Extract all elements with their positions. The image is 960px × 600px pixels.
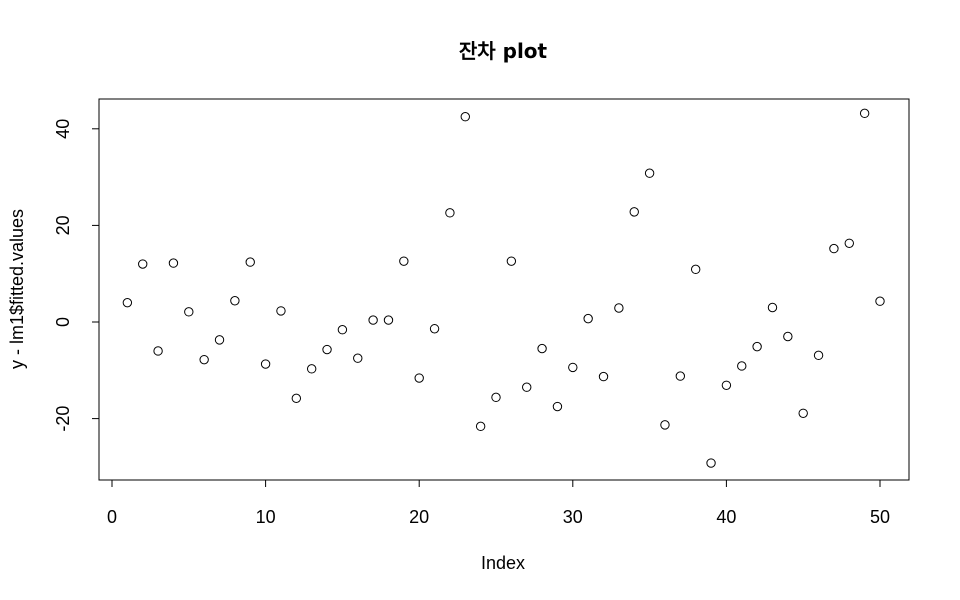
- data-point: [245, 257, 255, 267]
- data-point: [767, 302, 778, 313]
- data-point: [138, 259, 148, 269]
- data-point: [276, 306, 286, 316]
- data-point: [475, 421, 486, 432]
- data-point: [445, 208, 455, 218]
- chart-title: 잔차 plot: [459, 39, 548, 63]
- data-point: [721, 380, 732, 390]
- data-point: [337, 325, 348, 335]
- data-point: [859, 108, 870, 119]
- data-point: [783, 331, 793, 342]
- x-tick-label: 20: [409, 507, 429, 527]
- data-point: [199, 354, 209, 365]
- data-point: [829, 243, 839, 254]
- data-point: [644, 168, 655, 178]
- y-axis: -20 0 20 40: [53, 119, 100, 432]
- data-point: [737, 361, 747, 371]
- x-tick-label: 50: [870, 507, 890, 527]
- x-tick-label: 0: [107, 507, 117, 527]
- data-point: [368, 315, 378, 325]
- y-tick-label: 20: [53, 215, 73, 235]
- x-tick-label: 10: [256, 507, 276, 527]
- data-point: [706, 458, 716, 468]
- data-point: [153, 346, 163, 356]
- data-points: [122, 108, 885, 468]
- data-point: [460, 112, 470, 122]
- data-point: [752, 341, 762, 352]
- y-tick-label: -20: [53, 406, 73, 432]
- x-tick-label: 30: [563, 507, 583, 527]
- data-point: [660, 420, 670, 430]
- data-point: [675, 371, 686, 381]
- x-axis-label: Index: [481, 553, 525, 573]
- data-point: [629, 207, 639, 217]
- data-point: [537, 343, 547, 354]
- data-point: [214, 335, 225, 345]
- data-point: [583, 313, 593, 324]
- data-point: [614, 303, 624, 313]
- data-point: [506, 256, 517, 266]
- data-point: [306, 364, 317, 374]
- data-point: [230, 296, 240, 306]
- data-point: [122, 297, 133, 308]
- data-point: [552, 401, 563, 412]
- data-point: [414, 373, 424, 383]
- data-point: [168, 258, 179, 268]
- data-point: [522, 382, 532, 392]
- y-tick-label: 0: [53, 317, 73, 327]
- data-point: [598, 371, 609, 382]
- y-tick-label: 40: [53, 119, 73, 139]
- data-point: [291, 393, 302, 404]
- x-axis: 0 10 20 30 40 50: [107, 479, 890, 527]
- x-tick-label: 40: [716, 507, 736, 527]
- data-point: [429, 324, 440, 334]
- data-point: [491, 392, 501, 403]
- plot-frame: [98, 98, 910, 481]
- data-point: [798, 408, 808, 418]
- data-point: [568, 362, 578, 373]
- data-point: [322, 344, 332, 355]
- data-point: [353, 353, 363, 363]
- data-point: [399, 256, 409, 266]
- data-point: [844, 238, 854, 248]
- data-point: [260, 359, 271, 369]
- data-point: [690, 264, 701, 275]
- data-point: [184, 307, 194, 317]
- data-point: [813, 350, 824, 361]
- data-point: [383, 315, 394, 325]
- y-axis-label: y - lm1$fitted.values: [7, 209, 27, 369]
- data-point: [875, 296, 885, 306]
